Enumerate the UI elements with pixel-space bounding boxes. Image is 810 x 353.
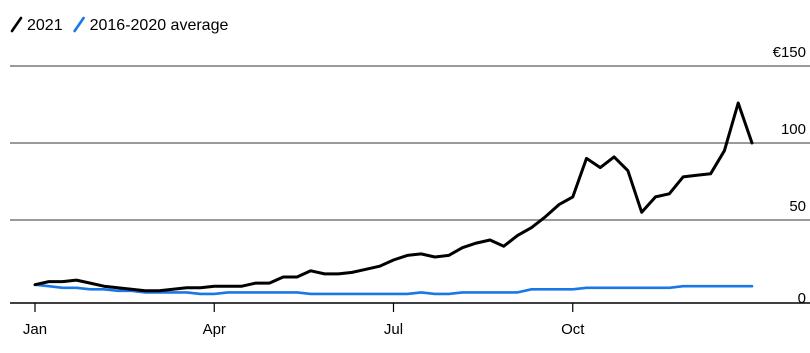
- y-tick-label-150: €150: [773, 44, 806, 61]
- y-tick-label-100: 100: [781, 121, 806, 138]
- y-axis-ticks: 0 50 100 €150: [773, 44, 806, 307]
- x-tick-label-apr: Apr: [203, 321, 226, 338]
- x-tick-label-oct: Oct: [561, 321, 585, 338]
- x-axis-ticks: Jan Apr Jul Oct: [23, 303, 585, 338]
- series-line-2021: [33, 101, 754, 293]
- legend-label-0: 2021: [27, 17, 63, 34]
- gridlines: [10, 65, 810, 304]
- x-tick-label-jul: Jul: [384, 321, 403, 338]
- x-tick-label-jan: Jan: [23, 321, 47, 338]
- series-lines: [33, 101, 754, 296]
- legend-swatch-0: [10, 16, 23, 33]
- y-tick-label-0: 0: [798, 290, 806, 307]
- y-tick-label-50: 50: [789, 198, 806, 215]
- legend-swatch-1: [73, 16, 85, 33]
- series-line-2016-2020-average: [33, 283, 754, 296]
- legend: 2021 2016-2020 average: [10, 16, 229, 34]
- legend-label-1: 2016-2020 average: [90, 17, 229, 34]
